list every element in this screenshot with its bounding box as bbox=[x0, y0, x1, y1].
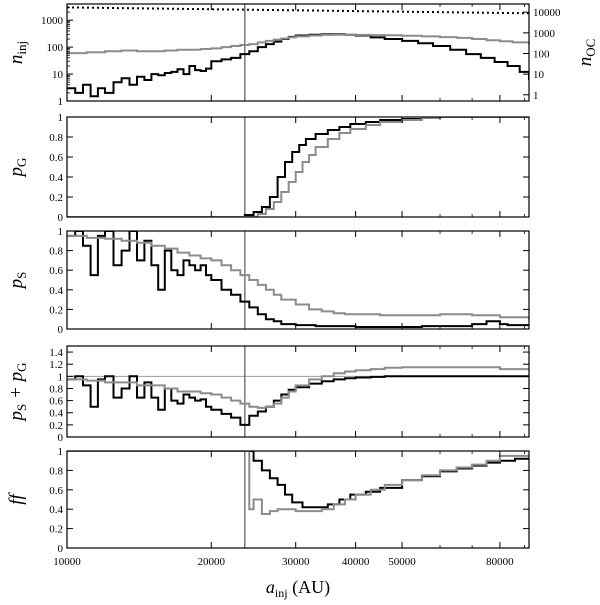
series-group bbox=[67, 451, 529, 515]
series-group bbox=[67, 366, 529, 426]
y-axis-label: ninj bbox=[6, 41, 29, 64]
right-y-axis-label: nOC bbox=[575, 39, 598, 67]
chart-panels: 1101001000110100100010000nOCninj00.20.40… bbox=[6, 3, 598, 568]
panel-frame bbox=[66, 450, 530, 549]
y-tick-label: 0 bbox=[58, 324, 64, 336]
series-line-black bbox=[67, 451, 529, 509]
panel-frame bbox=[66, 116, 530, 218]
y-tick-label: 1000 bbox=[41, 15, 64, 27]
series-group bbox=[67, 6, 529, 98]
panel-frame bbox=[66, 345, 530, 438]
y-tick-label: 100 bbox=[47, 42, 64, 54]
y-axis-label: ff bbox=[6, 492, 27, 505]
panel-ninj: 1 10 100 1000 1 10 100 1000 10000 nOC ninj bbox=[6, 3, 598, 108]
y-tick-label: 10 bbox=[52, 69, 64, 81]
series-line-black bbox=[67, 33, 529, 98]
y-tick-label: 0.4 bbox=[49, 172, 63, 184]
y-tick-label: 0.2 bbox=[49, 524, 63, 536]
y-tick-label: 0.6 bbox=[49, 265, 63, 277]
y-tick-label: 0.2 bbox=[49, 304, 63, 316]
y-tick-label: 0.6 bbox=[49, 152, 63, 164]
y-tick-label: 1 bbox=[58, 371, 64, 383]
x-tick-label: 80000 bbox=[486, 556, 514, 568]
series-line-gray bbox=[67, 366, 529, 409]
series-line-gray bbox=[67, 117, 529, 217]
y-tick-label: 0.4 bbox=[49, 285, 63, 297]
x-tick-label: 50000 bbox=[388, 556, 416, 568]
y-axis-label: pG bbox=[6, 158, 29, 179]
y-tick-label: 0.8 bbox=[49, 246, 63, 258]
right-y-tick-label: 100 bbox=[533, 49, 550, 61]
y-tick-label: 0 bbox=[58, 543, 64, 555]
series-line-black bbox=[67, 117, 529, 217]
series-line-gray bbox=[67, 234, 529, 320]
y-tick-label: 1 bbox=[58, 226, 64, 238]
x-axis-label: ainj (AU) bbox=[266, 577, 330, 600]
series-line-gray bbox=[67, 33, 529, 55]
y-axis-label: pS bbox=[6, 272, 29, 291]
y-tick-label: 0.8 bbox=[49, 465, 63, 477]
y-tick-label: 1 bbox=[58, 96, 64, 108]
right-y-tick-label: 10 bbox=[533, 69, 545, 81]
y-tick-label: 0.8 bbox=[49, 383, 63, 395]
series-line-black-dotted bbox=[67, 6, 529, 15]
y-tick-label: 0.2 bbox=[49, 192, 63, 204]
y-tick-label: 1 bbox=[58, 446, 64, 458]
series-line-gray bbox=[67, 451, 529, 515]
right-y-tick-label: 10000 bbox=[533, 7, 561, 19]
y-tick-label: 0 bbox=[58, 212, 64, 224]
panel-frame bbox=[66, 230, 530, 330]
y-tick-label: 0.4 bbox=[49, 504, 63, 516]
y-tick-label: 1.4 bbox=[49, 347, 63, 359]
right-y-tick-label: 1 bbox=[533, 90, 539, 102]
right-y-tick-label: 1000 bbox=[533, 28, 556, 40]
x-tick-label: 30000 bbox=[282, 556, 310, 568]
series-group bbox=[67, 231, 529, 328]
panel-ff: 0 0.2 0.4 0.6 0.8 1 ff 10000 20000 30000 40000 5000… bbox=[6, 446, 530, 568]
y-tick-label: 0.6 bbox=[49, 396, 63, 408]
y-tick-label: 0.8 bbox=[49, 132, 63, 144]
y-tick-label: 0.6 bbox=[49, 485, 63, 497]
x-tick-label: 20000 bbox=[198, 556, 226, 568]
x-tick-label: 10000 bbox=[53, 556, 81, 568]
panel-pSpG: 00.20.40.60.811.21.4 pS + pG bbox=[6, 345, 530, 444]
y-tick-label: 1.2 bbox=[49, 359, 63, 371]
y-tick-label: 0.4 bbox=[49, 408, 63, 420]
x-axis-label-text: ainj (AU) bbox=[266, 577, 330, 600]
panel-frame bbox=[66, 3, 530, 102]
panel-pG: 0 0.2 0.4 0.6 0.8 1 pG bbox=[6, 112, 530, 224]
y-axis-label: pS + pG bbox=[6, 363, 29, 423]
panel-pS: 0 0.2 0.4 0.6 0.8 1 pS bbox=[6, 226, 530, 336]
y-tick-label: 0.2 bbox=[49, 420, 63, 432]
series-line-black bbox=[67, 375, 529, 426]
series-group bbox=[67, 117, 529, 217]
y-tick-label: 1 bbox=[58, 112, 64, 124]
y-tick-label: 0 bbox=[58, 432, 64, 444]
x-tick-label: 40000 bbox=[342, 556, 370, 568]
series-line-black bbox=[67, 231, 529, 328]
